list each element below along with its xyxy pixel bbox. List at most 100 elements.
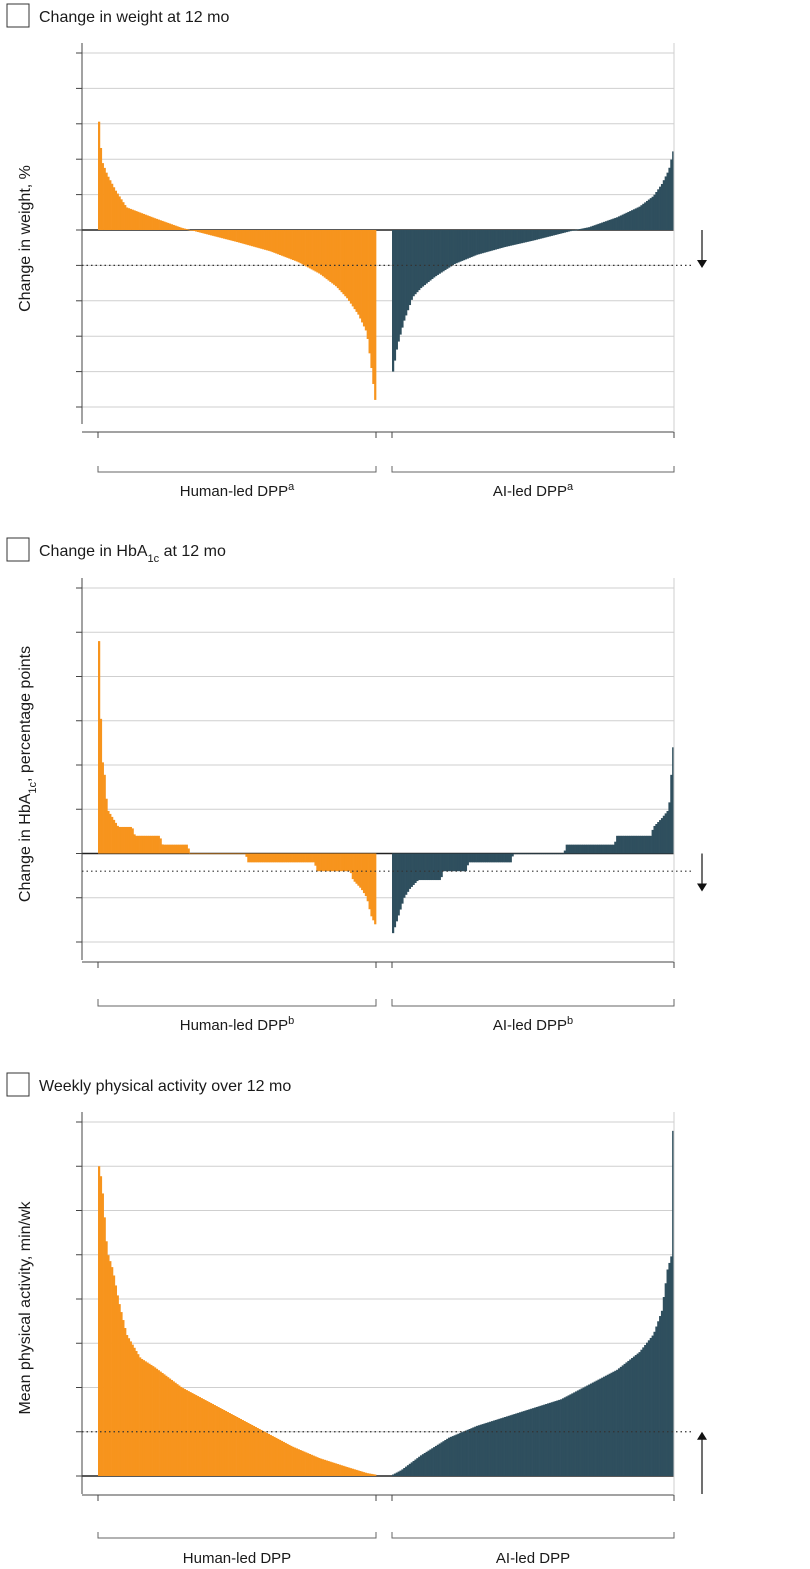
bar	[129, 208, 132, 230]
bar	[333, 1462, 336, 1476]
bar	[616, 1369, 619, 1476]
bar	[532, 230, 535, 241]
bar	[515, 1413, 518, 1476]
bar	[230, 1414, 233, 1476]
bar	[206, 1401, 209, 1476]
bar	[522, 853, 525, 855]
bar	[340, 853, 343, 872]
bar	[157, 1370, 160, 1476]
bar	[487, 1422, 490, 1476]
bar	[580, 844, 583, 854]
bar	[668, 1262, 671, 1476]
bar	[284, 230, 287, 258]
bar	[353, 1469, 356, 1476]
bar	[438, 853, 441, 881]
bar	[588, 1384, 591, 1476]
bar	[312, 230, 315, 271]
bar	[657, 822, 660, 854]
bar	[438, 1443, 441, 1476]
bar	[208, 1402, 211, 1476]
bar	[217, 230, 220, 238]
bar	[195, 230, 198, 232]
bar	[153, 218, 157, 230]
bar	[632, 1356, 636, 1476]
bar	[640, 835, 643, 854]
bar	[423, 853, 426, 881]
bar	[414, 853, 417, 883]
bar	[603, 221, 606, 230]
bar	[331, 1462, 334, 1476]
panel-label-box	[6, 3, 30, 28]
bar	[412, 1460, 415, 1476]
bar	[359, 1471, 362, 1476]
bar	[431, 230, 434, 279]
bar	[405, 230, 408, 316]
bar	[368, 1473, 371, 1476]
bar	[357, 230, 360, 315]
bar	[638, 1352, 641, 1476]
bar	[148, 835, 151, 854]
bar	[466, 1429, 469, 1476]
bar	[532, 853, 535, 855]
bar	[135, 1350, 138, 1476]
bar	[146, 835, 149, 854]
bar	[150, 835, 153, 854]
bar	[303, 853, 306, 863]
bar	[597, 1379, 600, 1476]
bar	[457, 230, 460, 263]
bar	[254, 1426, 257, 1476]
bar	[517, 230, 520, 245]
bar	[318, 1457, 321, 1476]
bar	[262, 230, 265, 250]
bar	[116, 1295, 119, 1476]
bar	[202, 1399, 205, 1476]
bar	[451, 1436, 454, 1476]
bar	[487, 853, 490, 863]
bar	[232, 1415, 235, 1476]
bar	[320, 853, 323, 872]
bar	[334, 230, 338, 287]
bar	[292, 230, 295, 261]
bar	[101, 163, 104, 230]
bar	[500, 230, 503, 249]
bar	[476, 853, 479, 863]
bar	[178, 226, 181, 230]
bar	[366, 1473, 369, 1476]
bar	[293, 1447, 297, 1476]
bar	[282, 230, 285, 257]
bar	[653, 825, 656, 854]
bar	[230, 230, 233, 241]
bar	[537, 853, 540, 855]
bar	[392, 1474, 395, 1476]
group-bracket	[97, 999, 377, 1007]
bar	[660, 1310, 664, 1476]
bar	[446, 1438, 449, 1476]
bar	[306, 230, 310, 268]
bar	[504, 853, 507, 863]
bar	[591, 844, 595, 854]
bar	[355, 1469, 358, 1476]
bar	[599, 223, 602, 230]
bar	[344, 853, 347, 872]
bar	[647, 1340, 651, 1476]
bar	[195, 853, 198, 855]
bar	[200, 230, 203, 233]
bar	[232, 230, 235, 242]
bar	[642, 1347, 645, 1476]
bar	[187, 229, 190, 231]
bar	[247, 230, 250, 246]
bar	[552, 1401, 555, 1476]
human-led-bars	[98, 121, 377, 400]
bar	[277, 1438, 280, 1476]
bar	[567, 1395, 570, 1476]
bar	[234, 230, 237, 242]
bar	[610, 844, 613, 854]
bar	[433, 230, 436, 278]
bar	[507, 853, 511, 863]
bar	[133, 210, 136, 230]
bar	[433, 853, 436, 881]
bar	[511, 230, 514, 246]
bar	[634, 835, 637, 854]
bar	[331, 853, 334, 872]
bar	[140, 213, 144, 230]
